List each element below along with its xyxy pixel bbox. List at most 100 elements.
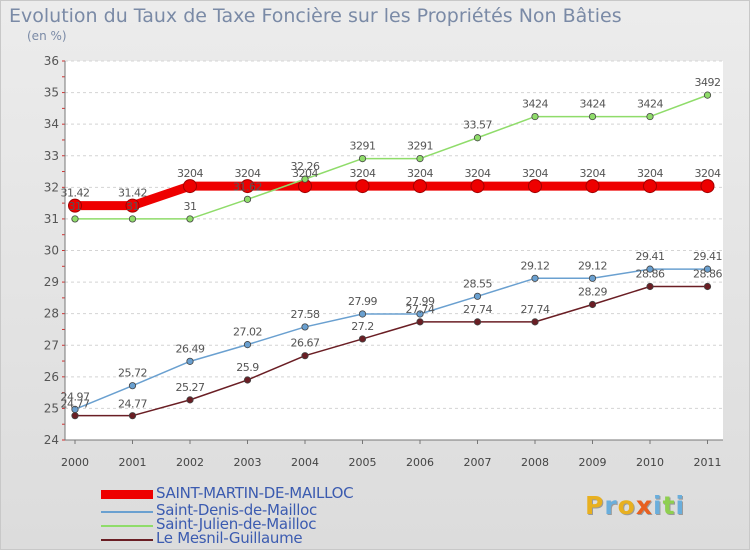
data-point: [128, 382, 137, 390]
data-point: [68, 198, 82, 213]
x-tick-label: 2002: [176, 456, 204, 469]
data-point: [301, 323, 309, 331]
logo-letter: t: [662, 491, 676, 520]
data-point: [186, 357, 194, 365]
data-point: [703, 91, 712, 99]
data-point: [588, 300, 597, 309]
x-tick-label: 2009: [579, 456, 607, 469]
data-point: [646, 265, 654, 273]
data-label: 3424: [522, 98, 548, 111]
logo-letter: i: [675, 491, 686, 520]
data-point: [413, 179, 427, 194]
data-label: 3424: [580, 98, 606, 111]
logo-letter: o: [617, 491, 636, 520]
legend-label-saint-julien: Saint-Julien-de-Mailloc: [156, 515, 317, 533]
data-label: 26.49: [176, 342, 205, 355]
data-label: 31.62: [233, 180, 262, 193]
data-point: [531, 318, 539, 326]
data-point: [416, 310, 424, 318]
y-tick-label: 25: [44, 401, 59, 415]
data-label: 24.97: [61, 390, 90, 403]
data-label: 24.77: [118, 398, 147, 411]
data-label: 25.9: [236, 361, 259, 374]
data-point: [416, 154, 424, 163]
legend-swatch-le-mesnil: [101, 539, 153, 541]
data-point: [243, 341, 252, 349]
legend-item-saint-julien: Saint-Julien-de-Mailloc: [101, 515, 401, 533]
data-point: [358, 335, 367, 343]
legend-label-saint-denis: Saint-Denis-de-Mailloc: [156, 501, 317, 519]
legend-item-le-mesnil: Le Mesnil-Guillaume: [101, 529, 401, 547]
data-label: 3204: [292, 167, 318, 180]
data-point: [71, 412, 79, 420]
y-tick-label: 34: [44, 117, 59, 131]
data-label: 31.42: [61, 187, 90, 200]
data-label: 3204: [177, 167, 203, 180]
series-line: [70, 181, 712, 211]
data-point: [240, 179, 255, 194]
y-axis-unit-label: (en %): [27, 29, 67, 43]
data-point: [470, 179, 485, 194]
data-label: 3291: [350, 140, 376, 153]
y-tick-label: 26: [44, 370, 59, 384]
data-label: 28.55: [463, 277, 492, 290]
data-point: [301, 175, 309, 183]
legend-swatch-saint-martin: [101, 490, 153, 499]
data-point: [528, 179, 542, 194]
y-tick-label: 29: [44, 275, 59, 289]
data-label: 3204: [695, 167, 721, 180]
data-label: 3204: [522, 167, 548, 180]
data-label: 27.02: [233, 326, 262, 339]
data-label: 27.58: [291, 308, 320, 321]
data-label: 26.67: [291, 337, 320, 350]
x-tick-label: 2008: [521, 456, 549, 469]
x-tick-label: 2001: [119, 456, 147, 469]
series-line: [74, 285, 709, 417]
data-label: 32.26: [291, 160, 320, 173]
data-label: 3291: [407, 140, 433, 153]
legend-label-saint-martin: SAINT-MARTIN-DE-MAILLOC: [156, 484, 354, 502]
data-label: 3424: [637, 98, 663, 111]
data-point: [186, 396, 194, 404]
data-label: 3204: [407, 167, 433, 180]
data-label: 25.72: [118, 367, 147, 380]
data-label: 27.2: [351, 320, 374, 333]
data-label: 24.77: [61, 398, 90, 411]
data-point: [473, 292, 482, 300]
x-tick-label: 2005: [349, 456, 377, 469]
data-point: [531, 112, 539, 121]
data-label: 28.29: [578, 286, 607, 299]
data-point: [588, 112, 597, 121]
legend-item-saint-martin: SAINT-MARTIN-DE-MAILLOC: [101, 484, 401, 502]
data-label: 27.74: [463, 303, 492, 316]
data-point: [125, 198, 140, 213]
data-label: 3204: [350, 167, 376, 180]
data-point: [703, 282, 712, 291]
data-label: 31.42: [118, 187, 147, 200]
x-tick-label: 2007: [464, 456, 492, 469]
data-label: 3492: [695, 76, 721, 89]
data-label: 29.12: [521, 259, 550, 272]
data-label: 3204: [235, 167, 261, 180]
data-label: 27.99: [348, 295, 377, 308]
data-label: 28.86: [693, 268, 722, 281]
legend-swatch-saint-denis: [101, 511, 153, 513]
data-label: 25.27: [176, 381, 205, 394]
y-tick-label: 33: [44, 149, 59, 163]
data-point: [585, 179, 600, 194]
data-label: 3204: [580, 167, 606, 180]
x-tick-label: 2011: [694, 456, 722, 469]
data-label: 3204: [637, 167, 663, 180]
data-point: [531, 274, 539, 282]
chart-title: Evolution du Taux de Taxe Foncière sur l…: [9, 5, 622, 27]
data-label: 33.57: [463, 119, 492, 132]
data-point: [128, 215, 137, 223]
data-point: [183, 179, 197, 194]
data-point: [355, 179, 370, 194]
data-point: [643, 179, 657, 194]
data-point: [473, 318, 482, 326]
y-tick-label: 35: [44, 86, 59, 100]
x-tick-label: 2010: [636, 456, 664, 469]
data-label: 29.12: [578, 259, 607, 272]
